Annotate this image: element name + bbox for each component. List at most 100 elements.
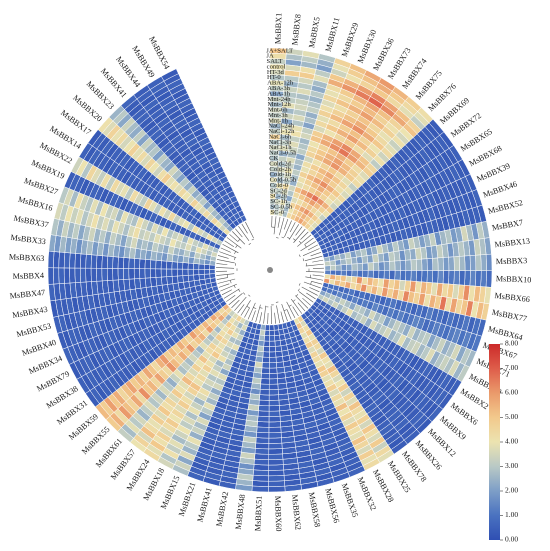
heatmap-cell	[193, 263, 200, 270]
gene-label: MsBBX34	[27, 354, 63, 376]
heatmap-cell	[144, 268, 151, 279]
tree-branch	[234, 296, 247, 311]
gene-label: MsBBX51	[253, 496, 264, 532]
tree-branch	[238, 289, 241, 292]
condition-label: SC-1h	[270, 198, 288, 205]
tree-branch	[244, 307, 250, 318]
heatmap-cell	[442, 256, 450, 271]
heatmap-cell	[123, 257, 130, 269]
heatmap-cell	[150, 268, 157, 279]
gene-label: MsBBX77	[491, 308, 528, 324]
tree-branch	[243, 292, 246, 295]
heatmap-cell	[269, 356, 277, 363]
heatmap-cell	[166, 268, 173, 277]
condition-label: SC-2h	[270, 193, 288, 200]
tree-branch	[302, 297, 311, 306]
heatmap-cell	[177, 261, 184, 270]
heatmap-cell	[263, 335, 270, 342]
tree-branch	[218, 283, 230, 288]
heatmap-cell	[324, 260, 331, 267]
heatmap-cell	[203, 269, 211, 275]
heatmap-cell	[260, 372, 270, 380]
tree-branch	[248, 294, 251, 297]
heatmap-cell	[263, 340, 270, 347]
tree-branch	[231, 299, 240, 309]
tree-branch	[304, 244, 307, 248]
gene-label: MsBBX15	[159, 474, 182, 510]
heatmap-cell	[177, 268, 184, 277]
tree-branch	[297, 288, 300, 292]
heatmap-cell	[469, 270, 477, 287]
heatmap-cell	[90, 267, 98, 282]
heatmap-cell	[335, 269, 342, 276]
gene-label: MsBBX42	[215, 491, 231, 528]
heatmap-cell	[275, 356, 284, 363]
heatmap-cell	[204, 273, 211, 280]
tree-branch	[287, 237, 290, 239]
tree-branch	[263, 305, 267, 324]
tree-branch	[284, 220, 292, 238]
gene-label: MsBBX7	[491, 218, 524, 233]
tree-branch	[304, 255, 323, 262]
heatmap-cell	[268, 480, 286, 487]
heatmap-cell	[182, 262, 189, 270]
heatmap-cell	[361, 255, 369, 264]
heatmap-cell	[209, 273, 216, 279]
heatmap-cell	[405, 270, 412, 282]
legend-tick-label: 0.00	[505, 535, 518, 544]
heatmap-cell	[198, 263, 205, 270]
tree-branch	[220, 283, 237, 292]
heatmap-cell	[329, 260, 336, 266]
gene-label: MsBBX3	[496, 256, 528, 266]
heatmap-cell	[96, 254, 103, 269]
heatmap-cell	[329, 269, 337, 276]
heatmap-cell	[274, 340, 282, 347]
heatmap-cell	[258, 399, 270, 407]
gene-label: MsBBX8	[290, 14, 302, 46]
heatmap-cell	[80, 267, 87, 283]
heatmap-cell	[474, 270, 482, 287]
heatmap-cell	[256, 421, 270, 428]
heatmap-cell	[356, 263, 363, 271]
gene-label: MsBBX47	[9, 288, 45, 301]
tree-branch	[298, 291, 314, 303]
gene-label: MsBBX13	[494, 236, 530, 249]
condition-label: NaCl-24h	[268, 123, 295, 130]
tree-branch	[251, 310, 256, 321]
color-legend: 0.00 1.00 2.00 3.00 4.00 5.00 6.00 7.00 8.00	[489, 339, 518, 544]
heatmap-cell	[177, 275, 184, 284]
condition-label: Cold-2d	[269, 160, 291, 167]
heatmap-cell	[334, 259, 342, 266]
gene-label: MsBBX33	[10, 233, 46, 246]
heatmap-cell	[262, 356, 270, 363]
tree-branch	[216, 273, 235, 276]
heatmap-cell	[426, 258, 433, 271]
gene-label: MsBBX21	[177, 481, 197, 517]
tree-branch	[279, 217, 285, 236]
heatmap-cell	[85, 254, 93, 269]
heatmap-cell	[128, 257, 135, 269]
condition-label: CK	[269, 155, 278, 162]
tree-branch	[217, 255, 229, 259]
gene-label: MsBBX66	[494, 291, 530, 304]
heatmap-cell	[112, 268, 119, 281]
condition-label: JA+SALT	[266, 47, 293, 54]
condition-labels: JA+SALTJASALTcontrolHT-3dHT-0ABA-12hABA-…	[266, 47, 297, 216]
heatmap-cell	[85, 267, 92, 283]
heatmap-cell	[256, 345, 265, 352]
heatmap-cell	[268, 410, 281, 417]
heatmap-cell	[264, 329, 270, 337]
heatmap-cell	[58, 267, 65, 284]
heatmap-cell	[171, 275, 179, 284]
heatmap-cell	[252, 469, 269, 477]
condition-label: Mnt-1h	[268, 117, 288, 124]
heatmap-cell	[273, 329, 280, 336]
tree-branch	[298, 254, 301, 257]
gene-label: MsBBX39	[475, 161, 511, 183]
tree-branch	[247, 302, 256, 320]
heatmap-cell	[69, 267, 76, 284]
heatmap-cell	[187, 268, 194, 276]
condition-label: SC-0	[270, 209, 284, 216]
heatmap-cell	[268, 378, 279, 385]
tree-branch	[283, 218, 289, 230]
